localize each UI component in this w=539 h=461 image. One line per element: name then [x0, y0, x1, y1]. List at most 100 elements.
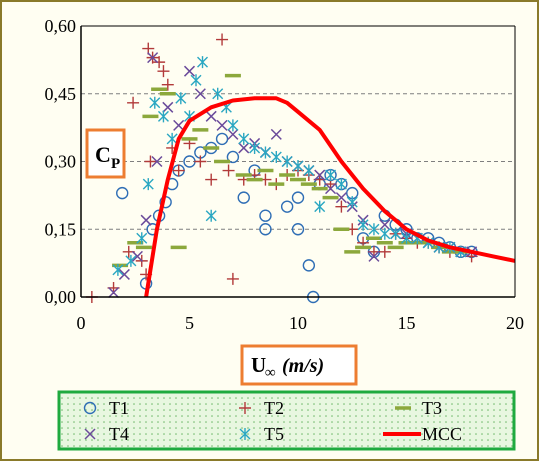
- data-point: [172, 164, 185, 177]
- data-point: [291, 223, 305, 236]
- data-point: [280, 200, 294, 213]
- data-point: [157, 65, 170, 78]
- data-point: [401, 232, 412, 245]
- data-point: [259, 146, 271, 159]
- data-point: [303, 164, 315, 177]
- legend-swatch: [84, 428, 96, 440]
- data-point: [226, 150, 240, 164]
- data-point: [281, 155, 293, 168]
- data-point: [270, 150, 282, 163]
- y-tick-label: 0,30: [45, 152, 77, 172]
- y-axis-label: C P: [85, 128, 126, 179]
- data-point: [173, 119, 185, 131]
- data-point: [215, 132, 229, 146]
- data-points: [85, 33, 478, 304]
- data-point: [125, 254, 137, 267]
- data-point: [212, 87, 224, 100]
- data-point: [149, 96, 161, 109]
- data-point: [379, 219, 391, 231]
- data-point: [157, 110, 169, 123]
- mcc-curve: [144, 96, 516, 298]
- legend-box: [57, 390, 516, 451]
- data-point: [222, 164, 235, 177]
- data-point: [368, 223, 380, 236]
- data-point: [127, 96, 140, 109]
- data-point: [161, 78, 174, 91]
- data-point: [162, 101, 174, 113]
- data-point: [108, 286, 120, 299]
- data-point: [368, 250, 380, 262]
- series-mcc-line: [144, 96, 516, 298]
- data-point: [216, 119, 228, 131]
- data-point: [238, 142, 250, 154]
- data-point: [142, 178, 154, 191]
- x-axis-label-unit: (m/s): [282, 355, 324, 377]
- y-tick-label: 0,45: [45, 84, 77, 104]
- data-point: [144, 155, 157, 168]
- data-point: [190, 74, 202, 87]
- x-axis-label-main: U: [251, 353, 266, 377]
- data-point: [237, 191, 250, 204]
- axes: [80, 25, 516, 298]
- legend: T1 T2 T3 T4 T5 MCC: [57, 390, 516, 451]
- series-t5: [112, 56, 467, 276]
- data-point: [249, 141, 261, 154]
- series-t1: [116, 132, 478, 304]
- data-point: [194, 155, 207, 168]
- data-point: [205, 110, 217, 122]
- data-point: [151, 155, 163, 168]
- data-point: [335, 192, 347, 204]
- x-tick-label: 20: [506, 313, 524, 333]
- data-point: [136, 232, 148, 245]
- x-tick-label: 0: [77, 313, 86, 333]
- data-point: [346, 196, 358, 209]
- legend-label: T4: [109, 424, 129, 444]
- legend-swatch: [239, 402, 251, 414]
- data-point: [116, 186, 129, 200]
- legend-item-mcc: MCC: [383, 424, 462, 444]
- data-point: [175, 92, 187, 105]
- data-point: [325, 169, 337, 182]
- legend-item-t4: T4: [84, 424, 129, 444]
- data-point: [291, 191, 305, 204]
- x-axis-label-box: [240, 344, 358, 386]
- legend-label: MCC: [422, 424, 462, 444]
- data-point: [166, 132, 178, 145]
- data-point: [302, 259, 316, 272]
- data-point: [216, 33, 229, 46]
- data-point: [226, 272, 239, 285]
- legend-swatch: [239, 428, 251, 440]
- data-point: [227, 119, 239, 132]
- data-point: [153, 56, 166, 69]
- data-point: [335, 200, 348, 213]
- legend-swatch: [83, 401, 97, 415]
- legend-item-t1: T1: [83, 398, 129, 418]
- x-axis-label: U ∞ (m/s): [240, 344, 358, 386]
- data-point: [205, 209, 217, 222]
- data-point: [379, 227, 391, 240]
- data-point: [227, 128, 239, 140]
- y-axis-label-sub: P: [111, 156, 120, 172]
- x-axis-label-sub: ∞: [265, 365, 276, 381]
- data-point: [197, 56, 209, 69]
- data-point: [118, 268, 130, 280]
- legend-label: T5: [264, 424, 284, 444]
- y-axis-label-main: C: [95, 142, 111, 167]
- legend-label: T3: [422, 398, 442, 418]
- data-point: [147, 52, 159, 64]
- data-point: [238, 132, 250, 145]
- data-point: [259, 223, 272, 236]
- x-tick-label: 15: [398, 313, 416, 333]
- data-point: [270, 128, 282, 140]
- series-t2: [85, 33, 478, 303]
- data-point: [194, 88, 206, 100]
- data-point: [335, 178, 347, 191]
- y-tick-labels: 0,00 0,15 0,30 0,45 0,60: [45, 16, 77, 307]
- data-point: [205, 173, 218, 186]
- data-point: [140, 214, 152, 226]
- data-point: [131, 250, 143, 262]
- x-tick-label: 5: [185, 313, 194, 333]
- data-point: [357, 218, 369, 231]
- gridlines: [81, 25, 515, 230]
